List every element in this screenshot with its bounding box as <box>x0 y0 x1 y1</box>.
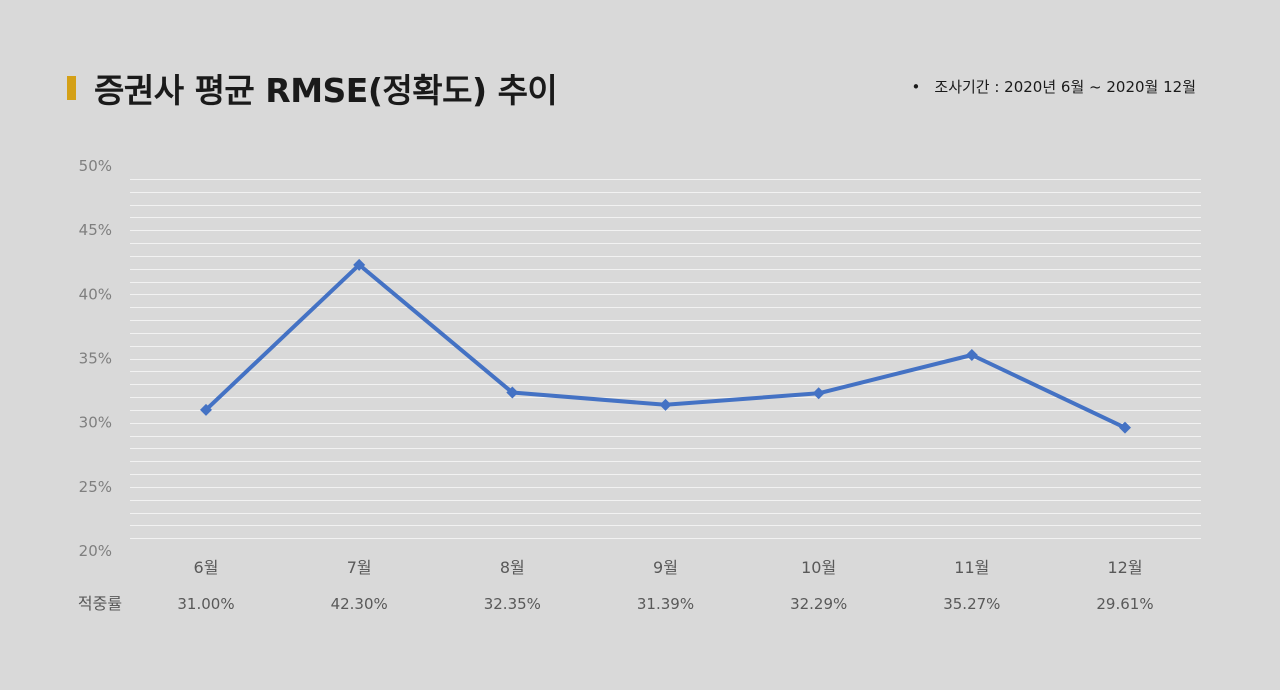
y-tick-label: 35% <box>79 350 112 368</box>
period-text: 조사기간 : 2020년 6월 ~ 2020월 12월 <box>934 78 1196 96</box>
y-tick-label: 30% <box>79 414 112 432</box>
x-tick-label: 8월 <box>500 558 525 577</box>
y-tick-label: 20% <box>79 542 112 560</box>
data-point-marker <box>812 387 825 400</box>
y-tick-label: 45% <box>79 221 112 239</box>
x-tick-label: 11월 <box>954 558 989 577</box>
data-label: 31.39% <box>637 595 694 613</box>
data-point-marker <box>506 386 519 399</box>
x-tick-label: 12월 <box>1107 558 1142 577</box>
title-accent-bar <box>67 76 76 100</box>
data-label: 32.29% <box>790 595 847 613</box>
data-point-marker <box>1119 421 1131 434</box>
x-tick-label: 10월 <box>801 558 836 577</box>
gridlines <box>130 179 1201 539</box>
data-label: 29.61% <box>1096 595 1153 613</box>
data-label: 32.35% <box>484 595 541 613</box>
period-bullet: • <box>911 78 921 96</box>
row-label: 적중률 <box>78 594 122 613</box>
x-tick-label: 6월 <box>194 558 219 577</box>
y-tick-label: 50% <box>79 157 112 175</box>
data-point-marker <box>353 258 366 271</box>
data-markers <box>200 258 1131 434</box>
data-label: 42.30% <box>331 595 388 613</box>
x-tick-label: 7월 <box>347 558 372 577</box>
data-label: 35.27% <box>943 595 1000 613</box>
data-point-marker <box>659 398 672 411</box>
y-tick-label: 40% <box>79 285 112 303</box>
data-label: 31.00% <box>177 595 234 613</box>
data-labels: 31.00% 42.30% 32.35% 31.39% 32.29% 35.27% 29.6… <box>177 595 1153 613</box>
page-title: 증권사 평균 RMSE(정확도) 추이 <box>94 71 558 110</box>
y-tick-label: 25% <box>79 478 112 496</box>
data-point-marker <box>965 349 978 362</box>
y-axis-ticks: 50% 45% 40% 35% 30% 25% 20% <box>79 157 112 560</box>
data-point-marker <box>200 403 212 416</box>
survey-period: • 조사기간 : 2020년 6월 ~ 2020월 12월 <box>912 76 1196 97</box>
x-tick-label: 9월 <box>653 558 678 577</box>
x-axis-ticks: 6월 7월 8월 9월 10월 11월 12월 <box>194 558 1143 577</box>
